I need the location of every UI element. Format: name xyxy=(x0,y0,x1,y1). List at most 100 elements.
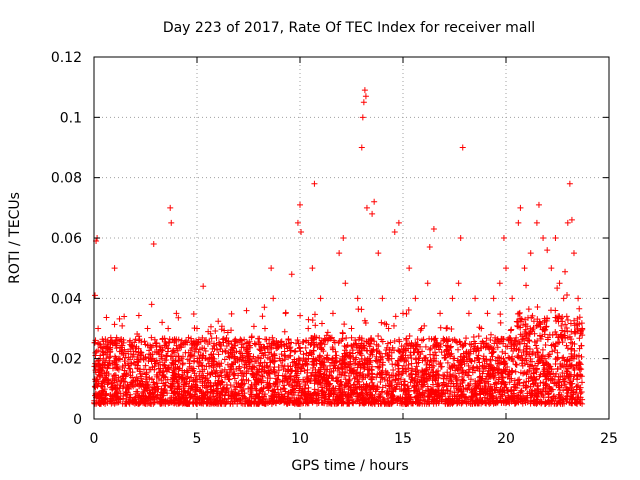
data-point xyxy=(215,318,222,325)
data-point xyxy=(127,350,134,357)
data-point xyxy=(207,389,214,396)
data-point xyxy=(277,398,284,405)
data-point xyxy=(231,393,238,400)
data-point xyxy=(364,383,371,390)
data-point xyxy=(379,362,386,369)
data-point xyxy=(313,391,320,398)
data-point xyxy=(499,392,506,399)
data-point xyxy=(396,338,403,345)
data-point xyxy=(176,383,183,390)
data-point xyxy=(135,312,142,319)
data-point xyxy=(193,346,200,353)
data-point xyxy=(97,364,104,371)
data-point xyxy=(576,335,583,342)
data-point xyxy=(167,204,174,211)
data-point xyxy=(548,265,555,272)
data-point xyxy=(402,394,409,401)
data-point xyxy=(266,349,273,356)
data-point xyxy=(204,388,211,395)
data-point xyxy=(213,341,220,348)
data-point xyxy=(475,356,482,363)
data-point xyxy=(429,387,436,394)
data-point xyxy=(427,351,434,358)
data-point xyxy=(455,346,462,353)
y-tick-label: 0.12 xyxy=(51,50,82,66)
data-point xyxy=(461,360,468,367)
data-point xyxy=(392,397,399,404)
data-point xyxy=(148,334,155,341)
data-point xyxy=(275,391,282,398)
data-point xyxy=(205,328,212,335)
data-point xyxy=(465,362,472,369)
data-point xyxy=(169,374,176,381)
data-point xyxy=(547,377,554,384)
data-point xyxy=(526,337,533,344)
data-point xyxy=(165,364,172,371)
data-point xyxy=(570,250,577,257)
data-point xyxy=(153,371,160,378)
data-point xyxy=(185,334,192,341)
data-point xyxy=(401,356,408,363)
data-point xyxy=(454,393,461,400)
data-point xyxy=(322,377,329,384)
data-point xyxy=(533,323,540,330)
data-point xyxy=(238,358,245,365)
data-point xyxy=(548,386,555,393)
data-point xyxy=(276,393,283,400)
data-point xyxy=(222,389,229,396)
data-point xyxy=(304,400,311,407)
data-point xyxy=(577,361,584,368)
data-point xyxy=(164,390,171,397)
data-point xyxy=(363,390,370,397)
data-point xyxy=(324,329,331,336)
data-point xyxy=(148,301,155,308)
data-point xyxy=(101,362,108,369)
data-point xyxy=(527,383,534,390)
data-point xyxy=(356,383,363,390)
data-point xyxy=(324,355,331,362)
data-point xyxy=(197,338,204,345)
x-tick-label: 25 xyxy=(600,431,618,447)
data-point xyxy=(554,354,561,361)
data-point xyxy=(344,393,351,400)
data-point xyxy=(563,324,570,331)
data-point xyxy=(145,357,152,364)
data-point xyxy=(246,338,253,345)
data-point xyxy=(339,366,346,373)
data-point xyxy=(502,350,509,357)
data-point xyxy=(527,400,534,407)
data-point xyxy=(502,397,509,404)
data-point xyxy=(499,370,506,377)
data-point xyxy=(554,365,561,372)
data-point xyxy=(148,356,155,363)
data-point xyxy=(566,379,573,386)
data-point xyxy=(333,375,340,382)
data-point xyxy=(310,335,317,342)
data-point xyxy=(508,386,515,393)
data-point xyxy=(116,355,123,362)
data-point xyxy=(299,386,306,393)
data-point xyxy=(443,387,450,394)
data-point xyxy=(192,383,199,390)
data-point xyxy=(289,359,296,366)
data-point xyxy=(417,327,424,334)
data-point xyxy=(236,363,243,370)
data-point xyxy=(311,311,318,318)
data-point xyxy=(178,344,185,351)
data-point xyxy=(332,364,339,371)
data-point xyxy=(543,359,550,366)
data-point xyxy=(228,365,235,372)
data-point xyxy=(375,393,382,400)
data-point xyxy=(249,363,256,370)
data-point xyxy=(273,400,280,407)
data-point xyxy=(261,304,268,311)
data-point xyxy=(245,353,252,360)
data-point xyxy=(320,371,327,378)
data-point xyxy=(113,389,120,396)
data-point xyxy=(311,341,318,348)
data-point xyxy=(197,386,204,393)
data-point xyxy=(490,398,497,405)
data-point xyxy=(281,328,288,335)
data-point xyxy=(481,358,488,365)
data-point xyxy=(228,310,235,317)
